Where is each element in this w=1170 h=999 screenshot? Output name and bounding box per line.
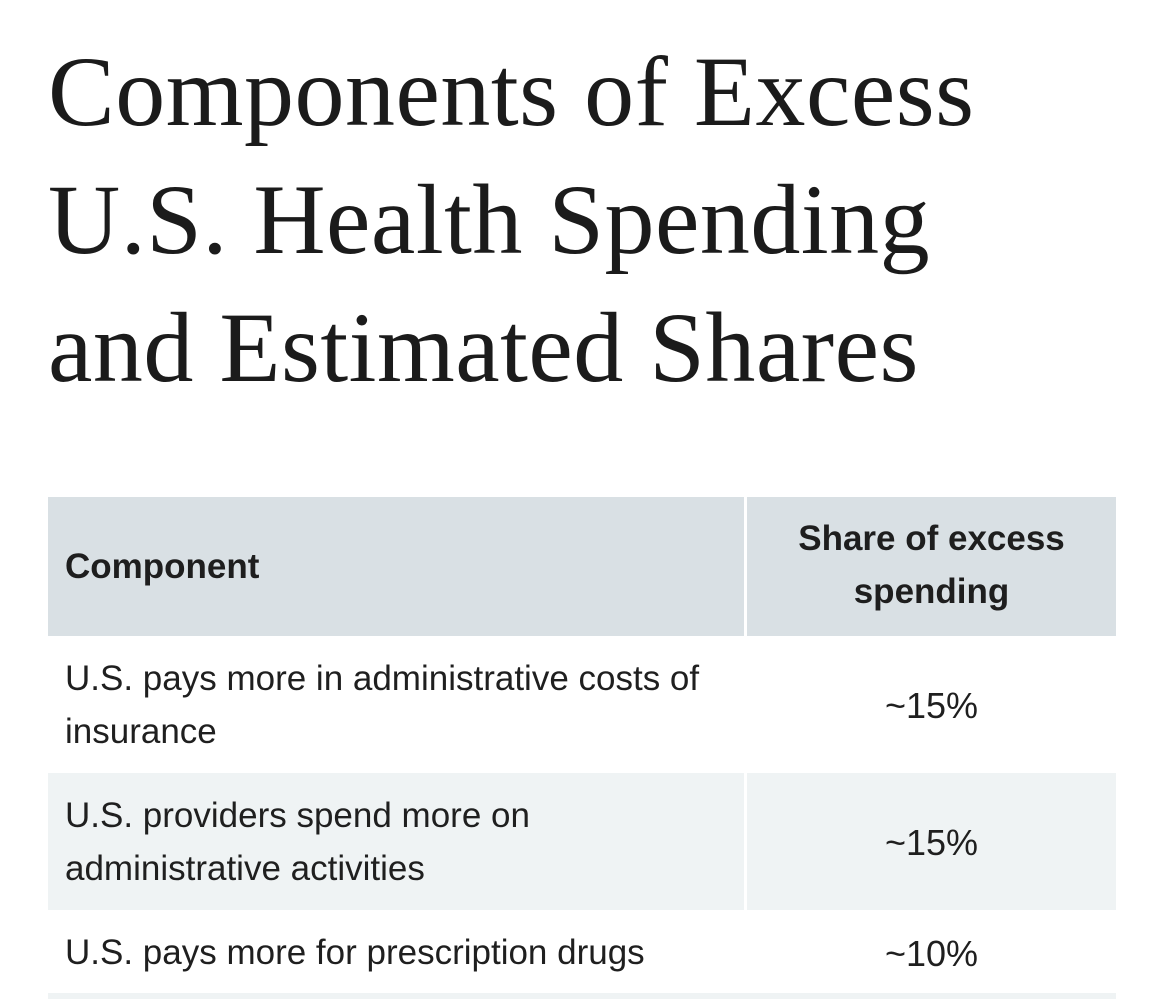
table-row: U.S. pays more in administrative costs o… [48,636,1116,773]
table-row: U.S. providers spend more on administrat… [48,773,1116,910]
component-cell: U.S. pays more in administrative costs o… [65,658,700,751]
table-row: U.S. pays more for prescription drugs ~1… [48,910,1116,994]
title-line-1: Components of Excess [48,36,975,147]
figure-title: Components of Excess U.S. Health Spendin… [48,28,1158,412]
column-header-component: Component [65,547,260,586]
share-cell: ~15% [744,773,1116,910]
title-line-3: and Estimated Shares [48,292,919,403]
spending-table: Component Share of excess spending U.S. … [48,497,1116,994]
title-line-2: U.S. Health Spending [48,164,931,275]
share-cell: ~15% [744,636,1116,773]
table-next-row-edge [48,993,1116,999]
column-header-share: Share of excess spending [744,497,1116,636]
table-header-row: Component Share of excess spending [48,497,1116,636]
share-cell: ~10% [744,910,1116,994]
component-cell: U.S. pays more for prescription drugs [65,932,645,972]
component-cell: U.S. providers spend more on administrat… [65,795,530,888]
